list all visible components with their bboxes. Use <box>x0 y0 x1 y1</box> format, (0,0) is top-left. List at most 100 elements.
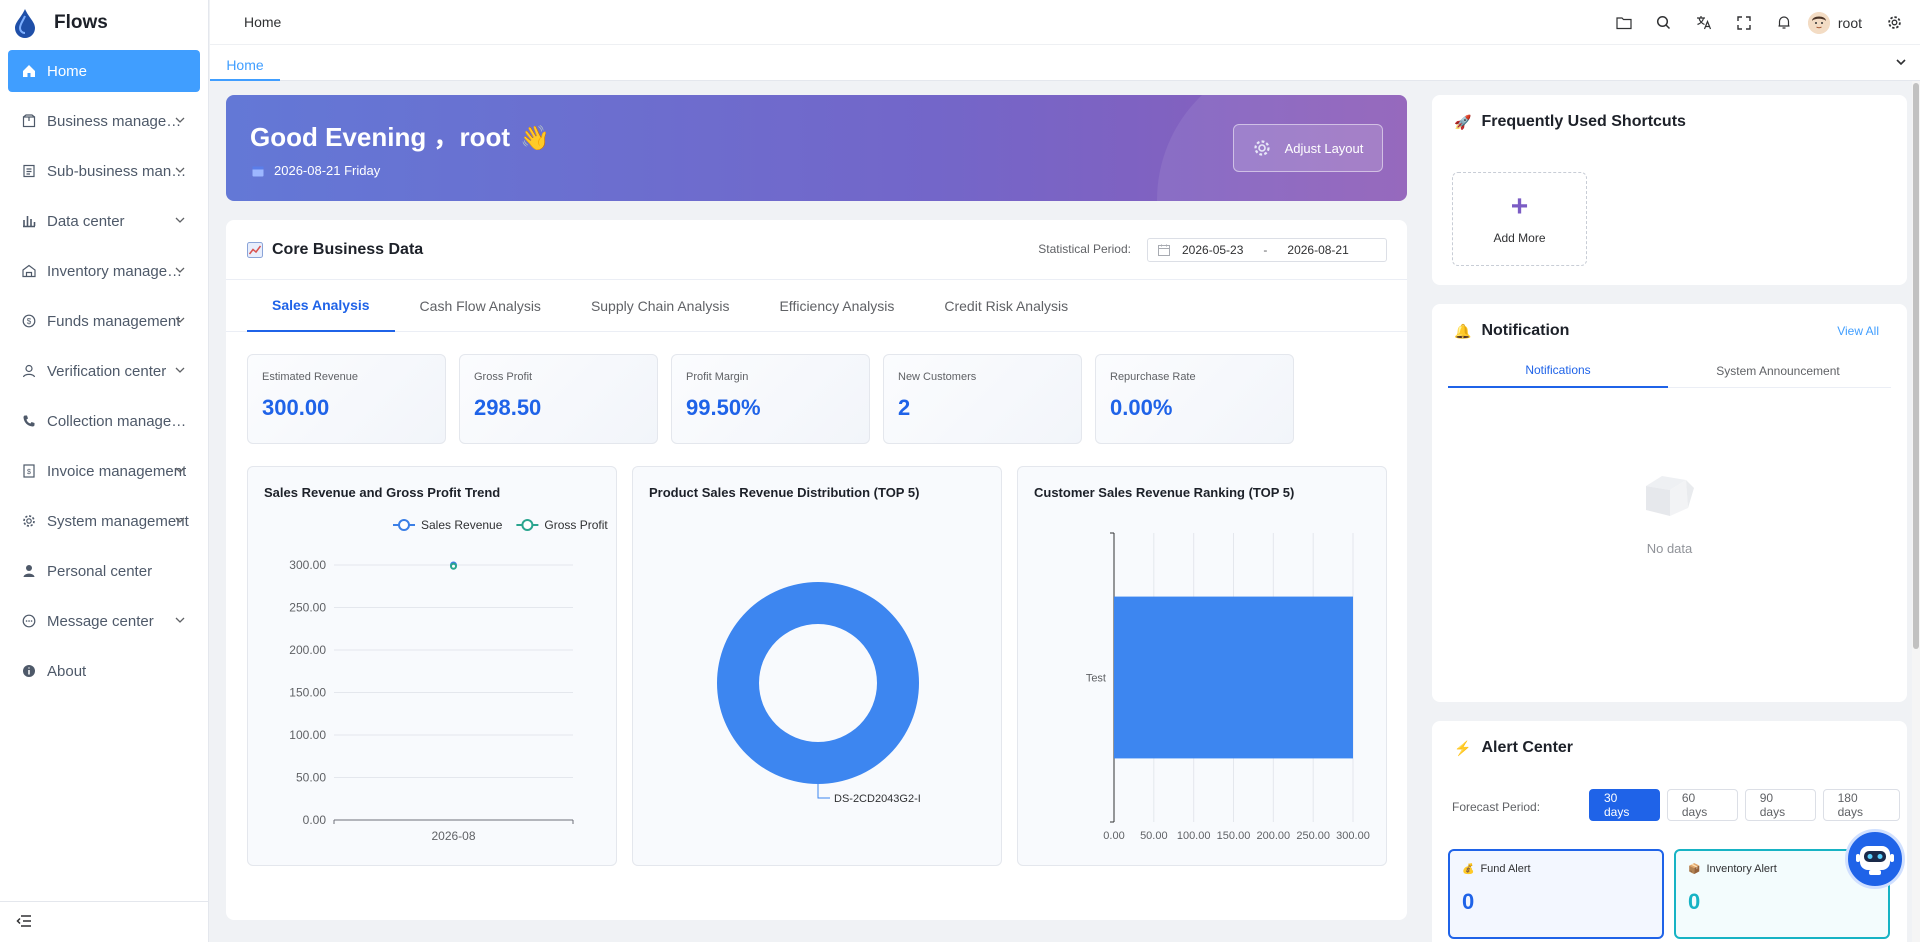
period-90-days-button[interactable]: 90 days <box>1744 789 1816 821</box>
sidebar-item-funds-management[interactable]: $ Funds management <box>8 300 200 342</box>
bell-icon: 🔔 <box>1454 322 1472 339</box>
bar <box>1114 596 1353 759</box>
add-shortcut-button[interactable]: + Add More <box>1452 172 1587 266</box>
sidebar-item-inventory-management[interactable]: Inventory management <box>8 250 200 292</box>
inventory-alert-label: 📦 Inventory Alert <box>1688 863 1876 875</box>
greeting-text: Good Evening ，root <box>250 122 510 152</box>
tab-credit-risk-analysis[interactable]: Credit Risk Analysis <box>944 298 1069 314</box>
period-separator: - <box>1263 243 1268 257</box>
distribution-chart[interactable]: DS-2CD2043G2-I <box>633 467 1003 867</box>
x-tick-label: 200.00 <box>1257 830 1291 842</box>
add-more-label: Add More <box>1493 231 1546 245</box>
adjust-layout-button[interactable]: Adjust Layout <box>1233 124 1383 172</box>
period-end[interactable]: 2026-08-21 <box>1287 243 1349 257</box>
sidebar-menu: Home Business management Sub-business ma… <box>0 46 208 692</box>
chevron-down-icon[interactable] <box>1894 55 1908 69</box>
distribution-chart-panel: Product Sales Revenue Distribution (TOP … <box>632 466 1002 866</box>
sidebar-item-business-management[interactable]: Business management <box>8 100 200 142</box>
kpi-label: Repurchase Rate <box>1110 371 1196 383</box>
period-30-days-button[interactable]: 30 days <box>1589 789 1660 821</box>
chevron-down-icon <box>175 517 185 523</box>
x-tick-label: 0.00 <box>1103 830 1124 842</box>
sidebar-item-collection-management[interactable]: Collection management <box>8 400 200 442</box>
sidebar-item-personal-center[interactable]: Personal center <box>8 550 200 592</box>
search-icon[interactable] <box>1644 0 1684 45</box>
trend-chart-panel: Sales Revenue and Gross Profit Trend Sal… <box>247 466 617 866</box>
chevron-down-icon <box>175 167 185 173</box>
page-scrollbar[interactable] <box>1912 81 1920 942</box>
sidebar: Flows Home Business management Sub-busin… <box>0 0 209 942</box>
sidebar-divider <box>0 901 208 902</box>
folder-icon[interactable] <box>1604 0 1644 45</box>
page-tabs-bar: Home <box>210 45 1920 81</box>
period-60-days-button[interactable]: 60 days <box>1666 789 1738 821</box>
y-tick-label: 250.00 <box>289 601 326 615</box>
sidebar-item-message-center[interactable]: Message center <box>8 600 200 642</box>
tab-system-announcement[interactable]: System Announcement <box>1716 364 1840 378</box>
sidebar-item-label: Data center <box>47 212 125 230</box>
top-header: Home root <box>210 0 1920 45</box>
current-date: 2026-08-21 Friday <box>252 163 380 178</box>
user-menu[interactable]: root <box>1807 11 1862 34</box>
tab-notifications[interactable]: Notifications <box>1448 354 1668 388</box>
chart-trend-icon <box>247 241 263 258</box>
fund-alert-card[interactable]: 💰 Fund Alert 0 <box>1448 849 1664 939</box>
svg-text:$: $ <box>27 317 32 326</box>
sidebar-item-label: Verification center <box>47 362 167 380</box>
tab-supply-chain-analysis[interactable]: Supply Chain Analysis <box>590 298 730 314</box>
sidebar-item-label: Business management <box>47 112 189 130</box>
period-180-days-button[interactable]: 180 days <box>1822 789 1900 821</box>
no-data-text: No data <box>1646 541 1693 556</box>
chat-icon <box>21 613 37 629</box>
y-tick-label: 200.00 <box>289 643 326 657</box>
sidebar-item-invoice-management[interactable]: $ Invoice management <box>8 450 200 492</box>
page-tab-home[interactable]: Home <box>210 51 280 81</box>
tab-cash-flow-analysis[interactable]: Cash Flow Analysis <box>419 298 541 314</box>
ranking-chart[interactable]: 0.00 50.00 100.00 150.00 200.00 250.00 300.00 T… <box>1018 467 1388 867</box>
collapse-sidebar-icon[interactable] <box>16 914 32 928</box>
chart-title: Product Sales Revenue Distribution (TOP … <box>649 485 920 500</box>
slice-label: DS-2CD2043G2-I <box>834 793 921 805</box>
sidebar-item-data-center[interactable]: Data center <box>8 200 200 242</box>
forecast-period-label: Forecast Period: <box>1452 800 1541 814</box>
chevron-down-icon <box>175 217 185 223</box>
bell-icon[interactable] <box>1764 0 1804 45</box>
translate-icon[interactable] <box>1684 0 1724 45</box>
plus-icon: + <box>1510 190 1529 223</box>
kpi-label: Estimated Revenue <box>262 371 358 383</box>
x-tick-label: 150.00 <box>1217 830 1251 842</box>
phone-icon <box>21 413 37 429</box>
legend-marker <box>398 519 410 531</box>
breadcrumb[interactable]: Home <box>244 14 282 30</box>
package-icon: 📦 <box>1688 863 1701 875</box>
scrollbar-thumb[interactable] <box>1913 83 1919 649</box>
sidebar-item-label: Funds management <box>47 312 181 330</box>
settings-gear-icon[interactable] <box>1874 0 1914 45</box>
calendar-icon <box>252 166 264 176</box>
period-start[interactable]: 2026-05-23 <box>1182 243 1244 257</box>
assistant-robot-button[interactable] <box>1845 829 1905 889</box>
sidebar-item-about[interactable]: About <box>8 650 200 692</box>
view-all-link[interactable]: View All <box>1837 324 1879 338</box>
date-text: 2026-08-21 Friday <box>274 163 381 178</box>
calendar-icon <box>1158 244 1170 256</box>
sidebar-item-label: Personal center <box>47 562 153 580</box>
chart-title: Sales Revenue and Gross Profit Trend <box>264 485 501 500</box>
date-range-picker[interactable]: 2026-05-23 - 2026-08-21 <box>1147 238 1387 262</box>
fullscreen-icon[interactable] <box>1724 0 1764 45</box>
dollar-circle-icon: $ <box>21 313 37 329</box>
alert-center-card: ⚡ Alert Center Forecast Period: 30 days … <box>1432 721 1907 942</box>
app-logo[interactable]: Flows <box>0 0 208 46</box>
trend-chart[interactable]: Sales Revenue Gross Profit 0.00 50.00 100.00… <box>248 467 618 867</box>
sidebar-item-sub-business-management[interactable]: Sub-business management <box>8 150 200 192</box>
chevron-down-icon <box>175 117 185 123</box>
fund-alert-label: 💰 Fund Alert <box>1462 863 1650 875</box>
tab-efficiency-analysis[interactable]: Efficiency Analysis <box>779 298 895 314</box>
legend-label: Gross Profit <box>544 518 608 532</box>
kpi-card: Profit Margin 99.50% <box>671 354 870 444</box>
sidebar-item-system-management[interactable]: System management <box>8 500 200 542</box>
sidebar-item-home[interactable]: Home <box>8 50 200 92</box>
user-check-icon <box>21 363 37 379</box>
sidebar-item-verification-center[interactable]: Verification center <box>8 350 200 392</box>
tab-sales-analysis[interactable]: Sales Analysis <box>247 280 395 332</box>
